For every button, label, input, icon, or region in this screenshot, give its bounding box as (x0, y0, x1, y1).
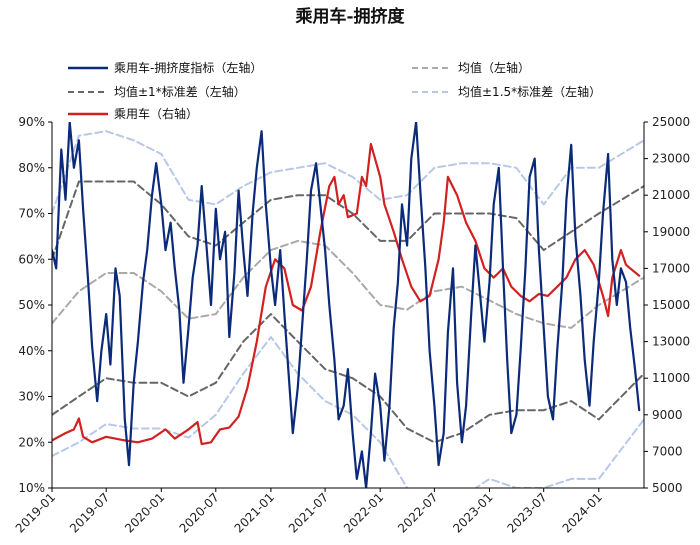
y-left-tick-label: 60% (18, 252, 45, 266)
legend-label-0: 乘用车-拥挤度指标（左轴） (114, 60, 262, 75)
legend: 乘用车-拥挤度指标（左轴） 均值（左轴） 均值±1*标准差（左轴） 均值±1.5*标准… (68, 60, 601, 121)
series-line-1 (52, 239, 644, 329)
y-left-tick-label: 20% (18, 435, 45, 449)
y-right-tick-label: 19000 (652, 225, 690, 239)
y-right-tick-label: 11000 (652, 371, 690, 385)
legend-label-1: 均值（左轴） (458, 60, 530, 75)
y-right-tick-label: 5000 (652, 481, 683, 495)
y-right-tick-label: 15000 (652, 298, 690, 312)
x-tick-label: 2024-01 (560, 490, 605, 535)
series-line-2-lower (52, 313, 644, 444)
series-layer (52, 122, 644, 488)
x-tick-label: 2022-01 (341, 490, 386, 535)
x-tick-label: 2023-07 (504, 490, 549, 535)
legend-label-3: 均值±1.5*标准差（左轴） (458, 84, 601, 99)
series-line-4 (52, 142, 641, 446)
series-line-3-lower (52, 336, 644, 488)
y-right-tick-label: 17000 (652, 261, 690, 275)
legend-label-4: 乘用车（右轴） (114, 106, 198, 121)
series-line-3-upper (52, 130, 644, 215)
x-tick-label: 2022-07 (395, 490, 440, 535)
y-right-tick-label: 13000 (652, 335, 690, 349)
x-tick-label: 2020-07 (177, 490, 222, 535)
legend-label-2: 均值±1*标准差（左轴） (114, 84, 246, 99)
y-right-tick-label: 7000 (652, 444, 683, 458)
y-left-tick-label: 90% (18, 115, 45, 129)
series-line-0 (52, 122, 641, 488)
series-line-2-upper (52, 180, 644, 261)
x-tick-label: 2021-01 (232, 490, 277, 535)
y-left-tick-label: 50% (18, 298, 45, 312)
axes-layer: 10% 20% 30% 40% 50% 60% 70% 80% 90% 5000 7000 9000 1… (13, 115, 690, 536)
x-tick-label: 2020-01 (122, 490, 167, 535)
x-tick-label: 2021-07 (286, 490, 331, 535)
y-left-tick-label: 10% (18, 481, 45, 495)
y-left-tick-label: 40% (18, 344, 45, 358)
y-right-tick-label: 23000 (652, 152, 690, 166)
x-tick-label: 2019-01 (13, 490, 58, 535)
y-left-tick-label: 70% (18, 207, 45, 221)
y-right-tick-label: 21000 (652, 188, 690, 202)
x-tick-label: 2019-07 (67, 490, 112, 535)
y-right-tick-label: 25000 (652, 115, 690, 129)
y-left-tick-label: 80% (18, 161, 45, 175)
chart-title: 乘用车-拥挤度 (294, 6, 405, 27)
y-right-tick-label: 9000 (652, 408, 683, 422)
y-left-tick-label: 30% (18, 390, 45, 404)
x-tick-label: 2023-01 (450, 490, 495, 535)
